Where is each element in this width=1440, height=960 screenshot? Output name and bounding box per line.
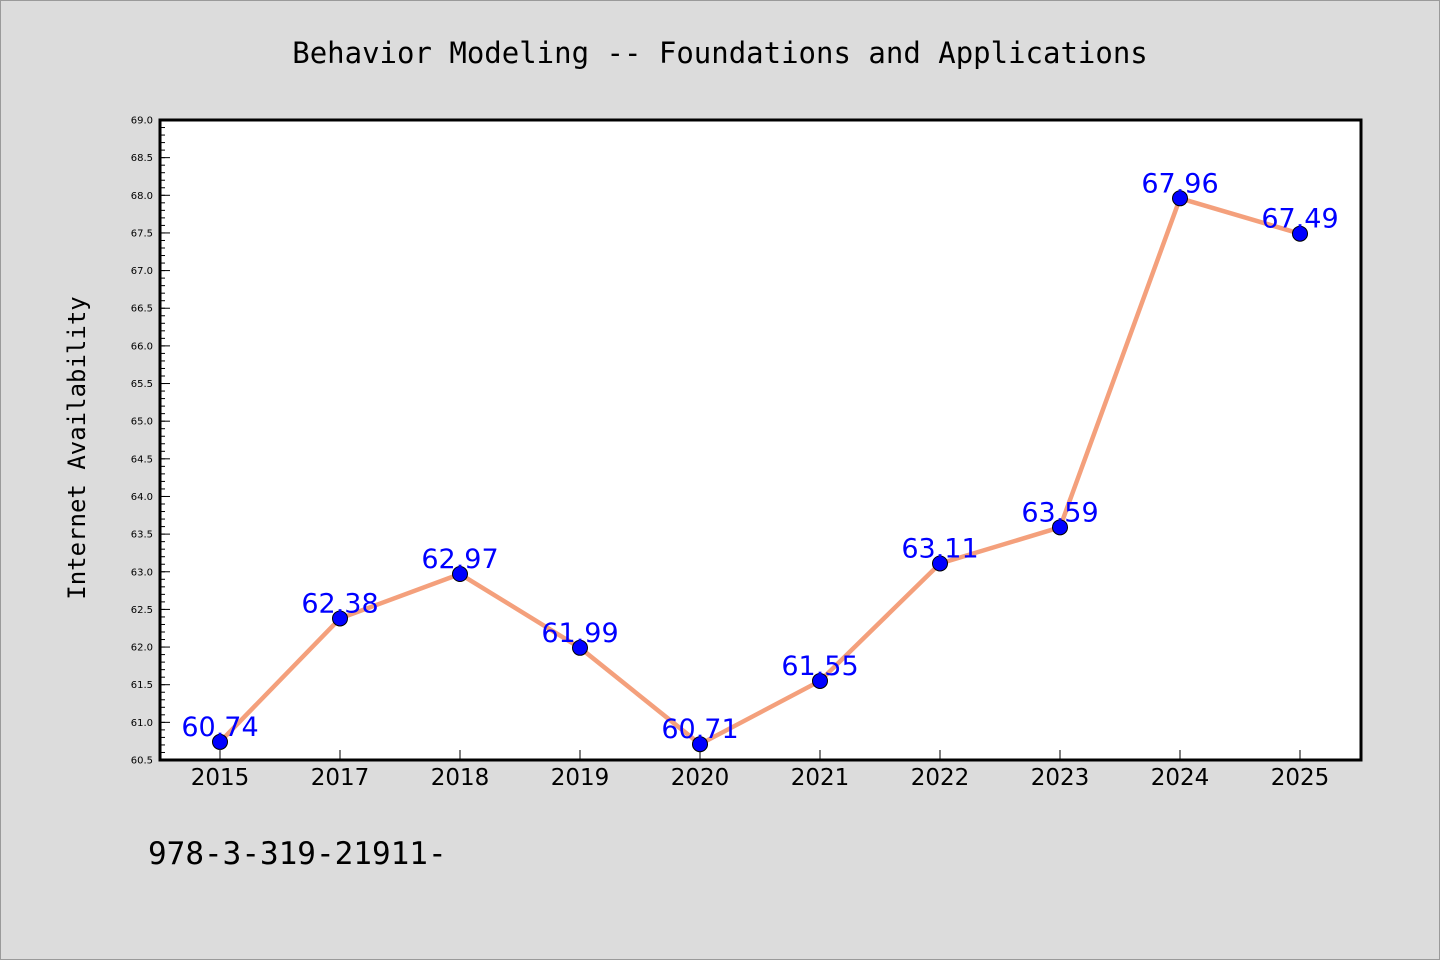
data-label: 61.99 [541, 618, 618, 649]
y-tick-label: 62.0 [131, 643, 153, 654]
y-tick-label: 62.5 [131, 605, 153, 616]
data-point [692, 736, 708, 753]
data-label: 60.71 [661, 714, 738, 745]
y-tick-label: 68.5 [131, 153, 153, 164]
x-tick-label: 2018 [431, 765, 490, 791]
x-tick-label: 2015 [191, 765, 250, 791]
x-axis: 2015 2017 2018 2019 2020 2021 2022 2023 2024 2025 [191, 750, 1330, 791]
y-tick-label: 64.0 [131, 492, 153, 503]
plot-border [158, 118, 1363, 762]
y-tick-label: 66.0 [131, 341, 153, 352]
data-point [812, 672, 828, 689]
data-point [1292, 225, 1308, 242]
data-label: 63.11 [901, 533, 978, 564]
data-label: 61.55 [781, 651, 858, 682]
data-point [572, 639, 588, 656]
x-tick-label: 2017 [311, 765, 370, 791]
data-point [332, 610, 348, 627]
y-tick-label: 69.0 [131, 116, 153, 127]
data-label: 62.97 [421, 544, 498, 575]
series-line [217, 196, 1303, 747]
x-tick-label: 2019 [551, 765, 610, 791]
y-tick-label: 60.5 [131, 756, 153, 767]
y-tick-label: 67.0 [131, 266, 153, 277]
x-tick-label: 2023 [1031, 765, 1090, 791]
y-axis: 60.5 61.0 61.5 62.0 62.5 63.0 63.5 64.0 64.5 65.0… [131, 116, 170, 767]
data-point [1172, 190, 1188, 207]
data-label: 67.96 [1141, 168, 1218, 199]
y-tick-label: 61.5 [131, 680, 153, 691]
data-point [452, 566, 468, 583]
y-tick-label: 65.0 [131, 417, 153, 428]
x-tick-label: 2025 [1271, 765, 1330, 791]
data-point [932, 555, 948, 572]
data-markers [212, 190, 1308, 753]
data-label: 63.59 [1021, 497, 1098, 528]
y-tick-label: 61.0 [131, 718, 153, 729]
data-labels: 60.74 62.38 62.97 61.99 60.71 61.55 63.11 63.59… [181, 168, 1338, 745]
series-line-group [217, 196, 1303, 747]
y-tick-label: 66.5 [131, 304, 153, 315]
y-tick-label: 68.0 [131, 191, 153, 202]
y-tick-label: 63.5 [131, 530, 153, 541]
plot-area [160, 120, 1361, 760]
y-axis-label: Internet Availability [63, 296, 91, 599]
y-tick-label: 64.5 [131, 454, 153, 465]
data-point [212, 733, 228, 750]
data-label: 60.74 [181, 712, 258, 743]
x-tick-label: 2022 [911, 765, 970, 791]
data-label: 67.49 [1261, 204, 1338, 235]
chart-title: Behavior Modeling -- Foundations and App… [292, 36, 1148, 70]
data-label: 62.38 [301, 588, 378, 619]
y-tick-label: 65.5 [131, 379, 153, 390]
footer-code-text: 978-3-319-21911- [148, 836, 447, 872]
data-point [1052, 519, 1068, 536]
y-tick-label: 63.0 [131, 567, 153, 578]
x-tick-label: 2021 [791, 765, 850, 791]
x-tick-label: 2024 [1151, 765, 1210, 791]
y-tick-label: 67.5 [131, 228, 153, 239]
x-tick-label: 2020 [671, 765, 730, 791]
